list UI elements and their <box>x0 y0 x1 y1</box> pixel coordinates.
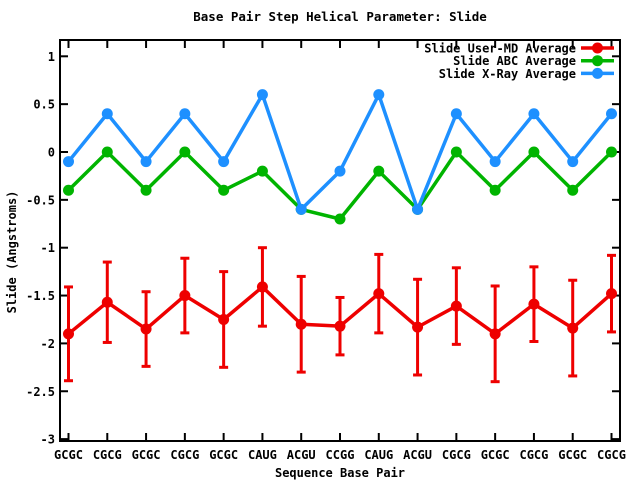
data-point <box>450 300 462 312</box>
x-tick-label: GCGC <box>481 448 510 462</box>
x-tick-label: ACGU <box>403 448 432 462</box>
y-tick-label: -0.5 <box>26 193 55 207</box>
data-point <box>567 322 579 334</box>
legend-label: Slide X-Ray Average <box>439 67 576 81</box>
data-point <box>101 146 113 158</box>
data-point <box>179 146 191 158</box>
data-point <box>489 184 501 196</box>
x-tick-label: CAUG <box>364 448 393 462</box>
data-point <box>179 108 191 120</box>
data-point <box>140 156 152 168</box>
x-tick-label: GCGC <box>132 448 161 462</box>
y-tick-label: -1 <box>41 241 55 255</box>
data-point <box>567 156 579 168</box>
data-point <box>567 184 579 196</box>
data-point <box>140 184 152 196</box>
y-tick-label: 1 <box>48 50 55 64</box>
legend-entry: Slide User-MD Average <box>424 42 614 56</box>
data-point <box>218 156 230 168</box>
data-point <box>606 288 617 300</box>
data-point <box>334 165 346 177</box>
data-point <box>528 108 540 120</box>
x-tick-label: CAUG <box>248 448 277 462</box>
data-point <box>140 323 152 335</box>
data-point <box>334 213 346 225</box>
legend-marker <box>592 42 603 54</box>
legend-entry: Slide ABC Average <box>453 54 614 68</box>
data-point <box>489 328 501 340</box>
legend-entry: Slide X-Ray Average <box>439 67 614 81</box>
legend-label: Slide ABC Average <box>453 54 576 68</box>
data-point <box>256 89 268 101</box>
y-tick-label: -3 <box>41 433 55 447</box>
data-point <box>218 313 230 325</box>
x-tick-label: CGCG <box>442 448 471 462</box>
data-point <box>101 108 113 120</box>
y-tick-label: -1.5 <box>26 289 55 303</box>
data-point <box>63 328 74 340</box>
x-tick-label: CGCG <box>597 448 626 462</box>
x-axis-title: Sequence Base Pair <box>275 466 405 480</box>
series-slide-x-ray-average <box>63 89 617 215</box>
data-point <box>528 146 540 158</box>
data-point <box>256 165 268 177</box>
data-point <box>63 184 74 196</box>
data-point <box>179 290 191 302</box>
y-tick-label: 0.5 <box>33 98 55 112</box>
x-tick-label: GCGC <box>54 448 83 462</box>
data-point <box>606 146 617 158</box>
plot-border <box>59 39 621 442</box>
data-point <box>606 108 617 120</box>
data-point <box>256 281 268 293</box>
y-axis-title: Slide (Angstroms) <box>5 191 19 314</box>
data-point <box>412 203 424 215</box>
data-point <box>450 108 462 120</box>
x-tick-label: CGCG <box>170 448 199 462</box>
data-point <box>373 89 385 101</box>
y-tick-label: -2 <box>41 337 55 351</box>
x-tick-label: ACGU <box>287 448 316 462</box>
series-slide-user-md-average <box>63 246 617 384</box>
data-point <box>295 203 307 215</box>
data-point <box>373 165 385 177</box>
legend-label: Slide User-MD Average <box>424 42 576 56</box>
x-tick-label: CCGG <box>326 448 355 462</box>
data-point <box>489 156 501 168</box>
x-tick-label: GCGC <box>209 448 238 462</box>
legend-marker <box>592 67 603 79</box>
x-tick-label: GCGC <box>558 448 587 462</box>
series-slide-abc-average <box>63 146 617 225</box>
x-tick-label: CGCG <box>93 448 122 462</box>
data-point <box>528 298 540 310</box>
data-point <box>412 321 424 333</box>
legend-marker <box>592 55 603 67</box>
chart-title: Base Pair Step Helical Parameter: Slide <box>193 9 487 24</box>
data-point <box>295 318 307 330</box>
data-point <box>218 184 230 196</box>
data-point <box>450 146 462 158</box>
data-point <box>63 156 74 168</box>
data-point <box>373 288 385 300</box>
x-tick-label: CGCG <box>519 448 548 462</box>
data-point <box>101 296 113 308</box>
y-tick-label: 0 <box>48 146 55 160</box>
data-point <box>334 320 346 332</box>
y-tick-label: -2.5 <box>26 385 55 399</box>
